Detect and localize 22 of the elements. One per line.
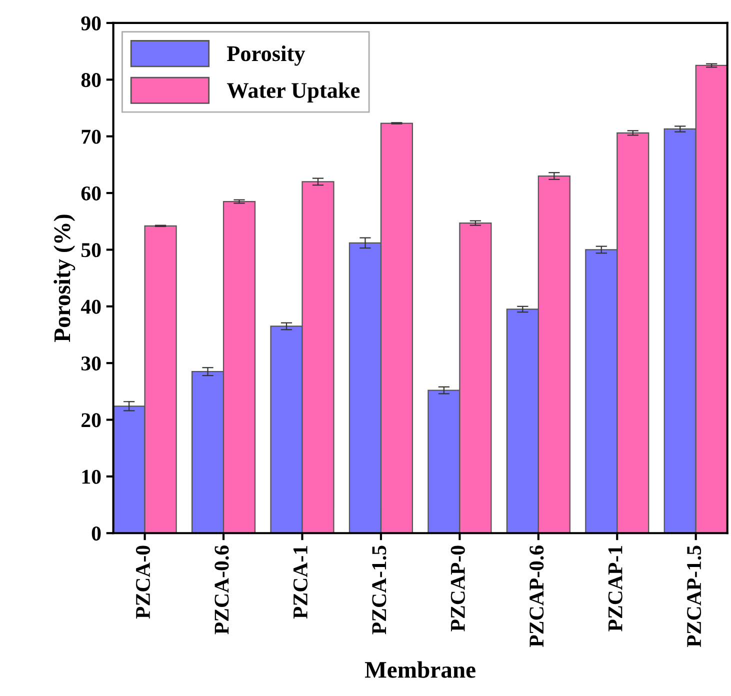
x-tick-label: PZCA-1.5: [372, 546, 386, 634]
x-tick-label: PZCA-0: [136, 546, 150, 619]
y-tick-label: 20: [82, 413, 101, 428]
x-tick-label: PZCAP-0: [450, 546, 465, 632]
y-tick-label: 40: [80, 300, 101, 314]
y-tick-label: 0: [92, 526, 101, 541]
y-tick-label: 70: [82, 130, 101, 144]
y-tick-label: 80: [81, 73, 101, 88]
legend-label: Water Uptake: [226, 82, 360, 102]
y-axis-title: Porosity (%): [54, 214, 76, 342]
legend-label: Porosity: [227, 46, 306, 66]
x-tick-label: PZCA-0.6: [214, 546, 229, 634]
x-tick-label: PZCAP-1: [608, 546, 622, 632]
y-tick-label: 90: [81, 16, 101, 30]
x-tick-label: PZCAP-0.6: [530, 546, 544, 647]
x-tick-label: PZCAP-1.5: [687, 546, 702, 647]
y-tick-label: 30: [81, 356, 101, 371]
y-tick-label: 10: [82, 470, 101, 484]
y-tick-label: 60: [81, 186, 101, 200]
x-tick-label: PZCA-1: [293, 546, 308, 619]
x-axis-title: Membrane: [364, 661, 476, 678]
y-tick-label: 50: [82, 243, 101, 258]
